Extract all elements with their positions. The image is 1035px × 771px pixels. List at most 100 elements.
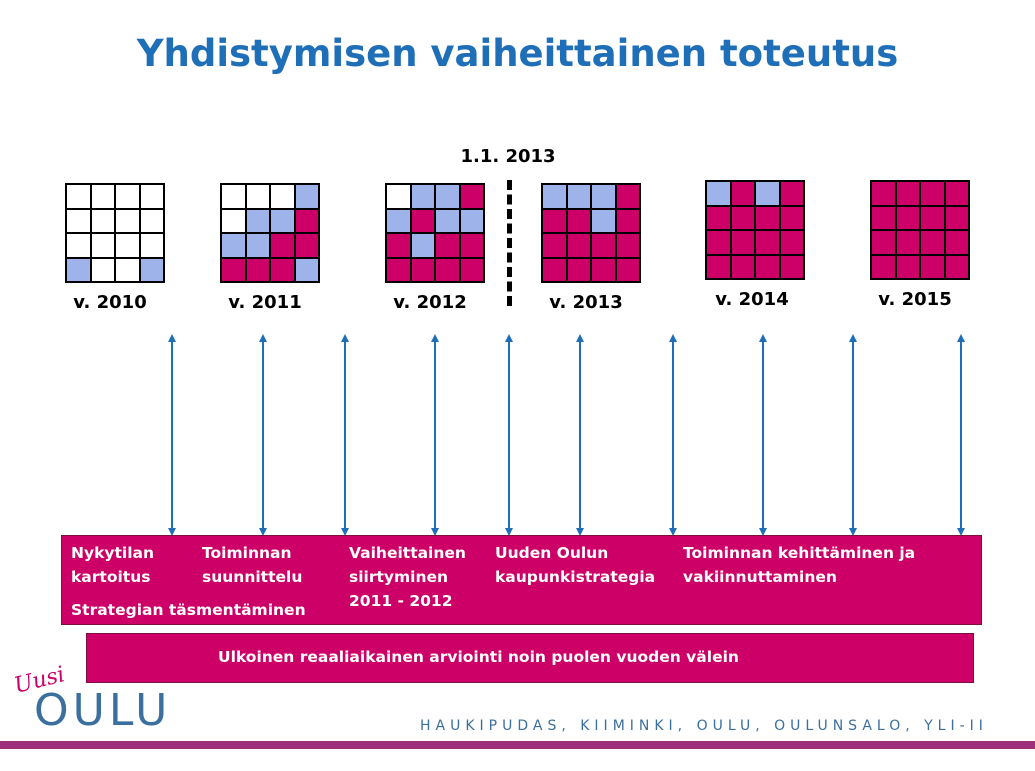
grid-cell	[944, 181, 969, 206]
phase-line: Toiminnan	[202, 544, 292, 562]
footer-bar	[0, 741, 1035, 749]
grid-cell	[410, 233, 435, 258]
grid-cell	[139, 184, 164, 209]
grid-cell	[90, 208, 115, 233]
year-label-2014: v. 2014	[715, 289, 789, 310]
footer-municipalities: HAUKIPUDAS, KIIMINKI, OULU, OULUNSALO, Y…	[420, 718, 988, 734]
grid-cell	[566, 233, 591, 258]
grid-cell	[221, 208, 246, 233]
grid-cell	[920, 205, 945, 230]
grid-cell	[66, 184, 91, 209]
grid-cell	[270, 184, 295, 209]
grid-cell	[542, 233, 567, 258]
logo-name: OULU	[34, 685, 172, 736]
grid-cell	[542, 184, 567, 209]
grid-cell	[615, 208, 640, 233]
grid-cell	[245, 257, 270, 282]
grid-cell	[895, 254, 920, 279]
year-label-2011: v. 2011	[228, 292, 302, 313]
phase-line: siirtyminen	[349, 568, 449, 586]
grid-cell	[115, 233, 140, 258]
grid-cell	[895, 205, 920, 230]
grid-cell	[294, 233, 319, 258]
year-label-2010: v. 2010	[73, 292, 147, 313]
grid-cell	[706, 181, 731, 206]
grid-cell	[706, 230, 731, 255]
grid-cell	[779, 205, 804, 230]
grid-cell	[66, 257, 91, 282]
grid-cell	[386, 208, 411, 233]
year-label-2015: v. 2015	[878, 289, 952, 310]
grid-cell	[871, 181, 896, 206]
grid-cell	[542, 208, 567, 233]
grid-cell	[115, 184, 140, 209]
grid-cell	[730, 181, 755, 206]
grid-cell	[871, 205, 896, 230]
grid-cell	[779, 230, 804, 255]
grid-cell	[944, 230, 969, 255]
phase-line: Uuden Oulun	[495, 544, 609, 562]
grid-cell	[920, 254, 945, 279]
milestone-dashed-line	[507, 180, 512, 306]
merger-grid-2012	[385, 183, 485, 283]
grid-cell	[566, 257, 591, 282]
phase-strategy-refinement: Strategian täsmentäminen	[71, 601, 306, 619]
phase-line: Nykytilan	[71, 544, 155, 562]
grid-cell	[615, 233, 640, 258]
phase-operations-planning: Toiminnan suunnittelu	[202, 541, 302, 589]
grid-cell	[566, 208, 591, 233]
merger-grid-2015	[870, 180, 970, 280]
grid-cell	[221, 233, 246, 258]
phase-current-state: Nykytilan kartoitus	[71, 541, 154, 589]
grid-cell	[755, 230, 780, 255]
grid-cell	[730, 254, 755, 279]
merger-grid-2014	[705, 180, 805, 280]
phases-band	[61, 535, 982, 625]
grid-cell	[542, 257, 567, 282]
phase-line: vakiinnuttaminen	[683, 568, 837, 586]
grid-cell	[270, 208, 295, 233]
grid-cell	[755, 181, 780, 206]
grid-cell	[459, 233, 484, 258]
phase-gradual-transition: Vaiheittainen siirtyminen 2011 - 2012	[349, 541, 466, 613]
evaluation-text: Ulkoinen reaaliaikainen arviointi noin p…	[218, 648, 739, 666]
grid-cell	[591, 257, 616, 282]
grid-cell	[779, 254, 804, 279]
grid-cell	[591, 184, 616, 209]
grid-cell	[245, 184, 270, 209]
grid-cell	[895, 230, 920, 255]
grid-cell	[920, 181, 945, 206]
grid-cell	[66, 233, 91, 258]
milestone-date: 1.1. 2013	[460, 146, 556, 167]
grid-cell	[615, 184, 640, 209]
grid-cell	[435, 208, 460, 233]
merger-grid-2011	[220, 183, 320, 283]
grid-cell	[755, 254, 780, 279]
grid-cell	[294, 184, 319, 209]
grid-cell	[386, 257, 411, 282]
grid-cell	[706, 254, 731, 279]
phase-line: Vaiheittainen	[349, 544, 466, 562]
merger-grid-2010	[65, 183, 165, 283]
grid-cell	[294, 208, 319, 233]
grid-cell	[920, 230, 945, 255]
grid-cell	[66, 208, 91, 233]
grid-cell	[895, 181, 920, 206]
phase-line: suunnittelu	[202, 568, 303, 586]
grid-cell	[435, 233, 460, 258]
grid-cell	[139, 257, 164, 282]
grid-cell	[779, 181, 804, 206]
grid-cell	[730, 230, 755, 255]
grid-cell	[591, 208, 616, 233]
phase-development: Toiminnan kehittäminen ja vakiinnuttamin…	[683, 541, 915, 589]
phase-line: kaupunkistrategia	[495, 568, 656, 586]
grid-cell	[386, 233, 411, 258]
grid-cell	[270, 233, 295, 258]
year-label-2012: v. 2012	[393, 292, 467, 313]
grid-cell	[435, 184, 460, 209]
grid-cell	[90, 184, 115, 209]
year-label-2013: v. 2013	[549, 292, 623, 313]
grid-cell	[90, 257, 115, 282]
grid-cell	[591, 233, 616, 258]
